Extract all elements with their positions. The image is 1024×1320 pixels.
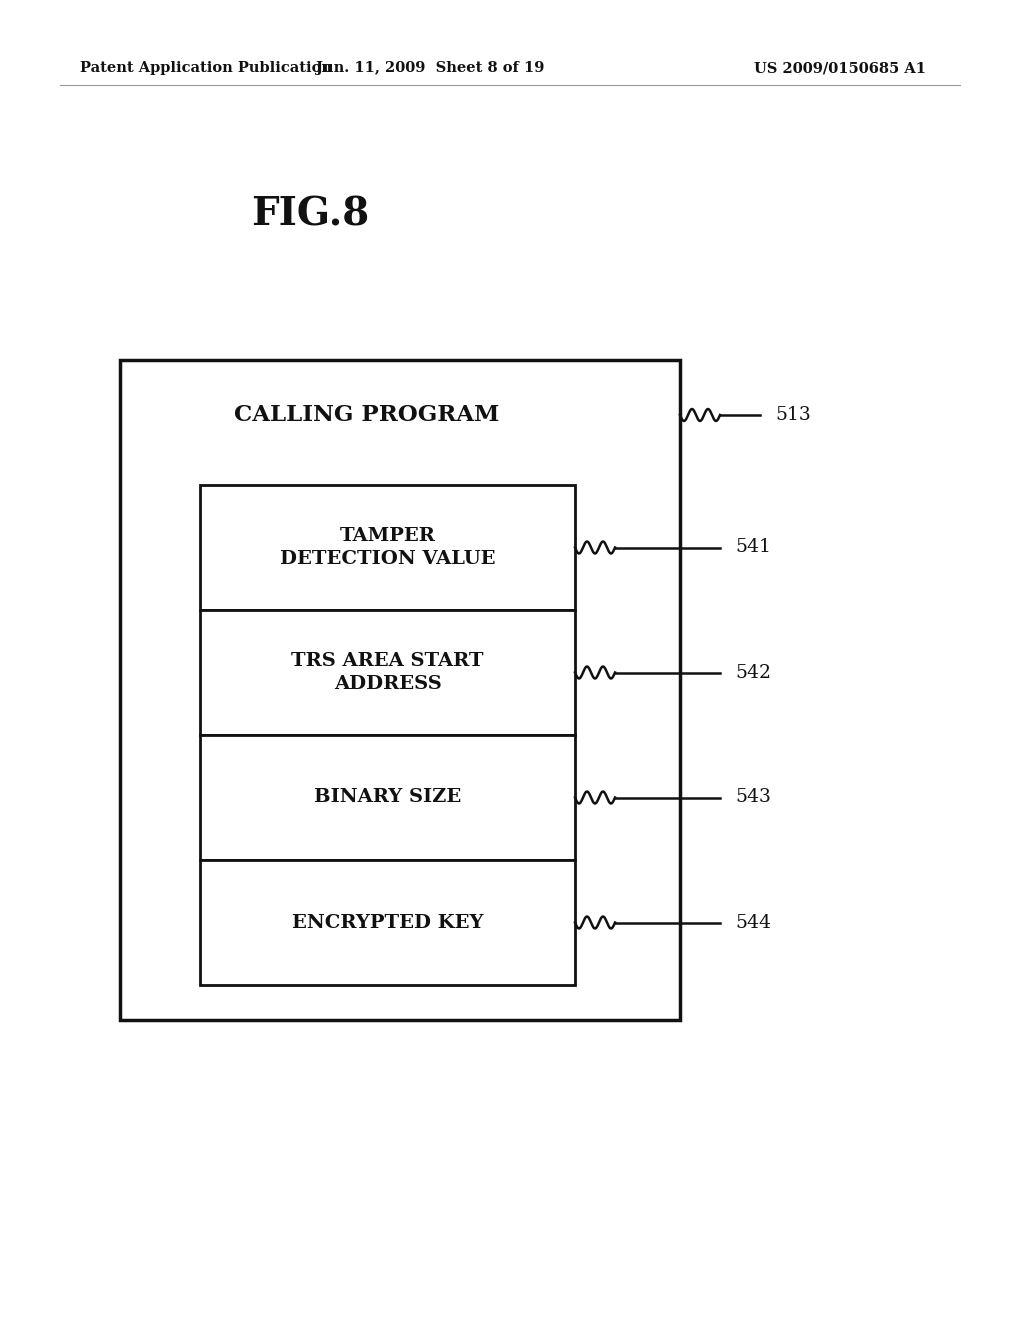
Text: CALLING PROGRAM: CALLING PROGRAM (233, 404, 499, 426)
Bar (200, 861, 575, 985)
Bar (200, 610, 575, 735)
Text: FIG.8: FIG.8 (251, 195, 369, 234)
Text: US 2009/0150685 A1: US 2009/0150685 A1 (754, 61, 926, 75)
Text: 541: 541 (735, 539, 771, 557)
Text: TAMPER
DETECTION VALUE: TAMPER DETECTION VALUE (280, 527, 496, 569)
Bar (200, 484, 575, 610)
Text: 513: 513 (775, 407, 811, 424)
Text: BINARY SIZE: BINARY SIZE (314, 788, 461, 807)
Text: 542: 542 (735, 664, 771, 681)
Text: 544: 544 (735, 913, 771, 932)
Text: 543: 543 (735, 788, 771, 807)
Text: TRS AREA START
ADDRESS: TRS AREA START ADDRESS (291, 652, 483, 693)
Text: ENCRYPTED KEY: ENCRYPTED KEY (292, 913, 483, 932)
Text: Jun. 11, 2009  Sheet 8 of 19: Jun. 11, 2009 Sheet 8 of 19 (315, 61, 544, 75)
Bar (120, 360, 680, 1020)
Bar (200, 735, 575, 861)
Text: Patent Application Publication: Patent Application Publication (80, 61, 332, 75)
